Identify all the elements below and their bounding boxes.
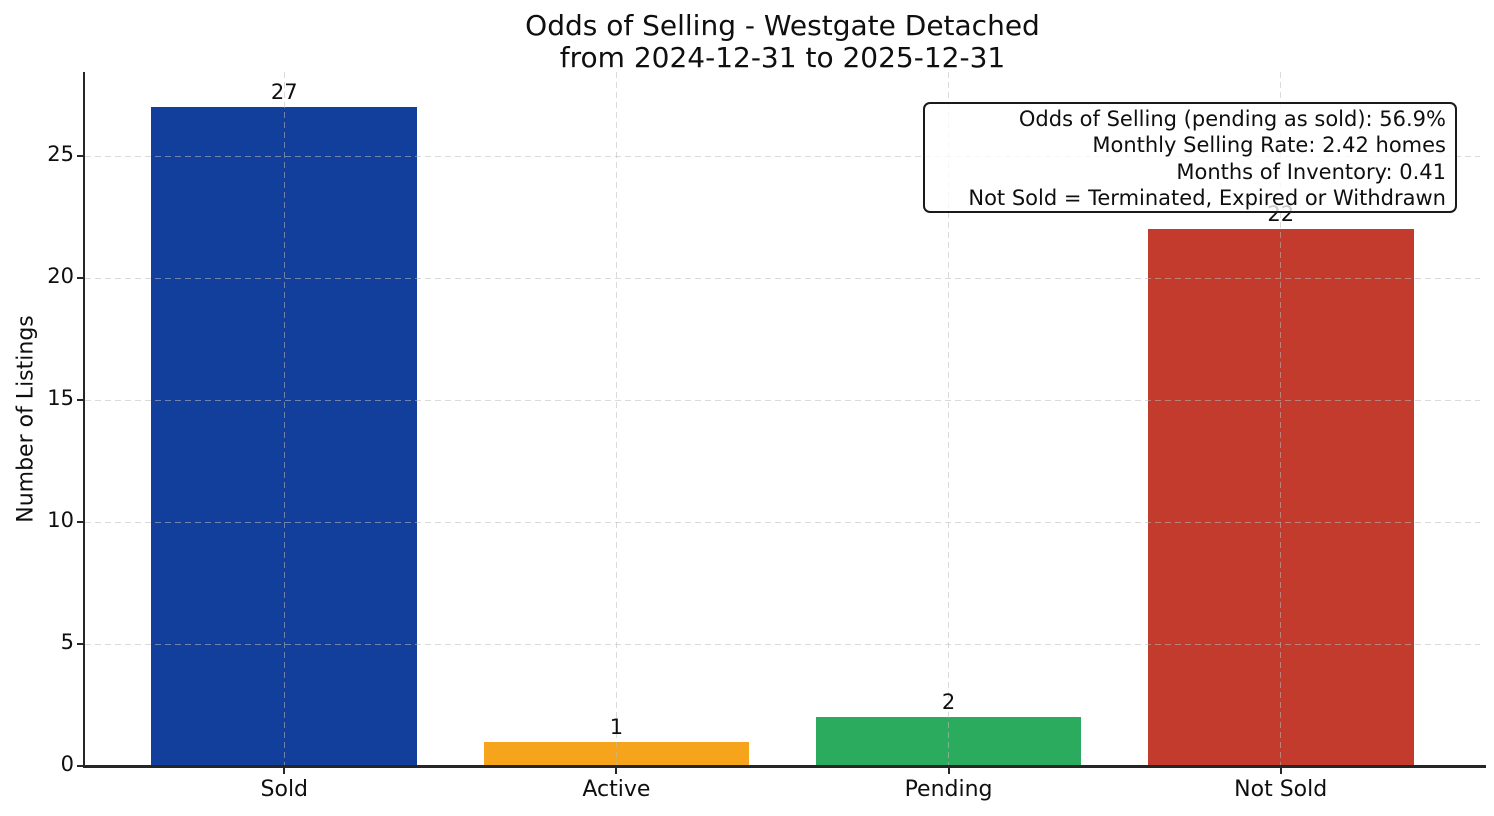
x-tick-label-active: Active	[582, 777, 651, 802]
horizontal-gridline	[85, 277, 1480, 279]
y-tick-mark	[77, 155, 85, 158]
x-axis-spine	[83, 765, 1486, 768]
horizontal-gridline	[85, 399, 1480, 401]
annotation-line-notsold: Not Sold = Terminated, Expired or Withdr…	[968, 186, 1446, 211]
vertical-gridline	[1280, 72, 1282, 766]
horizontal-gridline	[85, 521, 1480, 523]
x-tick-mark	[1279, 766, 1282, 774]
chart-title-line2: from 2024-12-31 to 2025-12-31	[559, 41, 1006, 74]
y-tick-label: 20	[47, 264, 74, 289]
x-tick-label-not-sold: Not Sold	[1234, 777, 1328, 802]
y-tick-label: 25	[47, 142, 74, 167]
x-tick-label-pending: Pending	[904, 777, 993, 802]
chart-title: Odds of Selling - Westgate Detached from…	[85, 10, 1480, 74]
y-axis-label: Number of Listings	[13, 315, 39, 523]
x-tick-mark	[615, 766, 618, 774]
annotation-line-odds: Odds of Selling (pending as sold): 56.9%	[1018, 107, 1446, 131]
y-tick-label: 10	[47, 508, 74, 533]
y-tick-mark	[77, 765, 85, 767]
y-tick-label: 5	[60, 630, 74, 655]
horizontal-gridline	[85, 155, 1480, 157]
annotation-box: Odds of Selling (pending as sold): 56.9%…	[923, 102, 1457, 213]
vertical-gridline	[948, 72, 950, 766]
vertical-gridline	[615, 72, 617, 766]
plot-area: 0 5 10 15 20 25 27 Sold 1 Active 2 Pending 22 Not Sol…	[47, 72, 1486, 802]
x-tick-mark	[283, 766, 286, 774]
x-tick-label-sold: Sold	[260, 777, 309, 802]
annotation-line-inventory: Months of Inventory: 0.41	[1176, 159, 1446, 184]
y-tick-mark	[77, 277, 85, 280]
y-tick-label: 15	[47, 386, 74, 411]
y-tick-mark	[77, 643, 85, 646]
x-tick-mark	[947, 766, 950, 774]
horizontal-gridline	[85, 643, 1480, 645]
bar-value-label-active: 1	[609, 714, 624, 739]
annotation-line-rate: Monthly Selling Rate: 2.42 homes	[1092, 133, 1446, 158]
y-axis-spine	[83, 72, 85, 768]
bar-value-label-pending: 2	[941, 690, 956, 715]
y-tick-mark	[77, 521, 85, 524]
vertical-gridline	[283, 72, 285, 766]
bar-value-label-sold: 27	[270, 80, 298, 105]
y-tick-label: 0	[60, 752, 74, 776]
chart-title-line1: Odds of Selling - Westgate Detached	[525, 9, 1040, 42]
y-tick-mark	[77, 399, 85, 402]
